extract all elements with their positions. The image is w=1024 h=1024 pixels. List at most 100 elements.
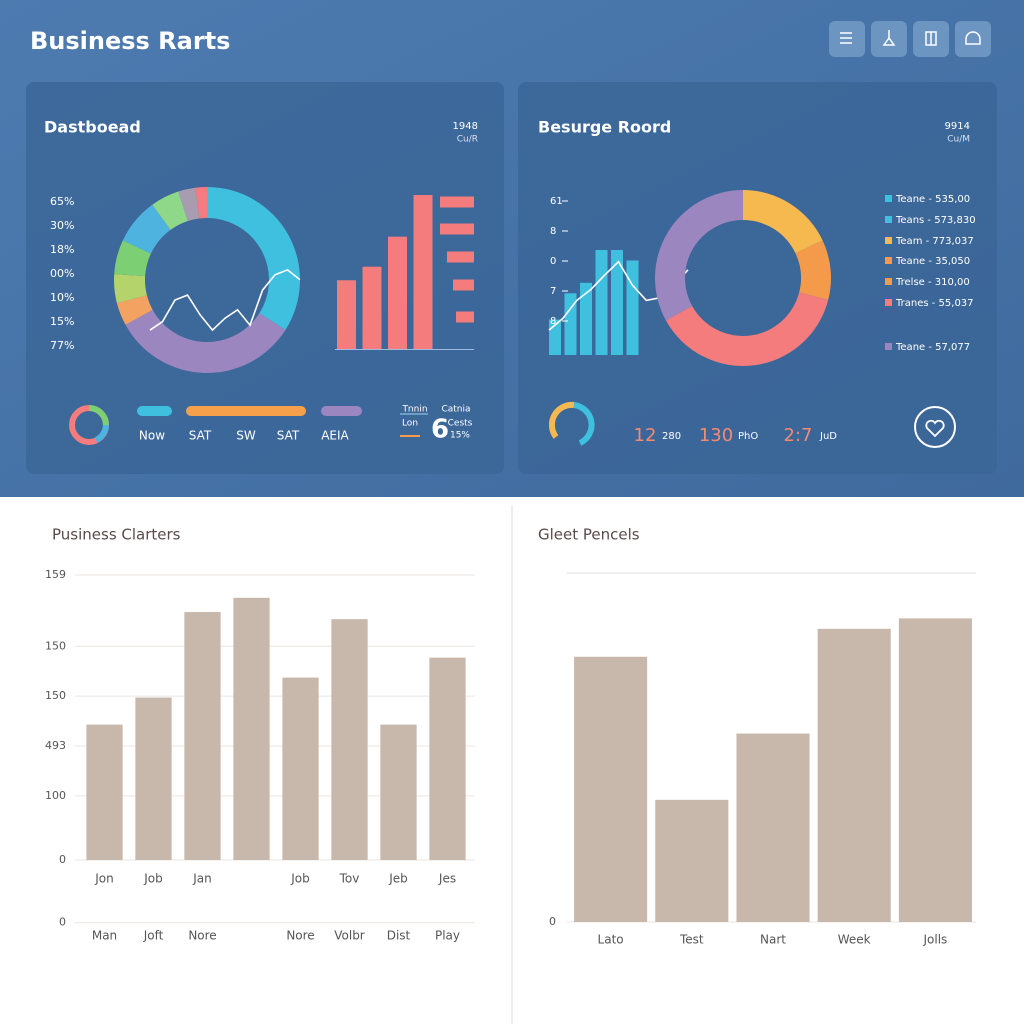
legend-label: Teane - 535,00: [895, 194, 970, 205]
stat-unit: JuD: [819, 431, 837, 442]
donut-segment: [125, 309, 286, 373]
donut-segment: [152, 191, 188, 230]
bar: [564, 293, 577, 355]
bar: [580, 282, 592, 355]
bar: [626, 260, 639, 355]
gauge: [573, 402, 595, 446]
y-tick-label: 159: [45, 568, 66, 581]
side-label: 30%: [50, 219, 74, 232]
heart-button[interactable]: [914, 406, 956, 448]
trend-line: [149, 268, 301, 332]
x-tick-label: Nore: [286, 929, 314, 943]
icon: [925, 31, 937, 46]
icon-button[interactable]: [955, 21, 991, 57]
gauge: [548, 401, 575, 439]
bar: [595, 250, 608, 355]
side-label: 00%: [50, 267, 74, 280]
donut-segment: [665, 292, 829, 366]
x-tick-label: Jon: [94, 872, 114, 886]
bar: [282, 677, 319, 860]
legend-label: AEIA: [321, 429, 349, 443]
bar: [611, 250, 623, 355]
bar: [655, 799, 729, 922]
legend-swatch: [885, 343, 892, 350]
legend-swatch: [885, 299, 892, 306]
panel-title: Besurge Roord: [538, 118, 671, 137]
bar: [440, 196, 474, 208]
bar: [456, 311, 474, 323]
legend-label: Now: [139, 429, 165, 443]
legend-swatch: [885, 216, 892, 223]
legend-label: Team - 773,037: [895, 236, 974, 247]
x-tick-label: Nore: [188, 929, 216, 943]
side-label: 0: [550, 256, 556, 267]
legend-label: Teane - 57,077: [895, 342, 970, 353]
side-label: 8: [550, 226, 556, 237]
donut-segment: [195, 187, 207, 219]
bar: [817, 628, 891, 922]
side-label: 61: [550, 196, 563, 207]
icon-button[interactable]: [829, 21, 865, 57]
bar: [233, 597, 270, 860]
y-tick-label: 0: [59, 853, 66, 866]
x-tick-label: Jolls: [922, 933, 947, 947]
x-tick-label: Play: [435, 929, 460, 943]
x-tick-label: Jan: [192, 872, 212, 886]
legend-pill: [186, 406, 306, 416]
donut-segment: [114, 240, 151, 277]
bar: [331, 619, 368, 860]
y-tick-label: 150: [45, 639, 66, 652]
bar: [440, 223, 474, 235]
y-tick-label: 0: [549, 915, 556, 928]
stat-unit: PhO: [738, 431, 758, 442]
y-tick-label: 150: [45, 689, 66, 702]
legend-label: SAT: [189, 429, 212, 443]
x-tick-label: Volbr: [334, 929, 365, 943]
mini-ring: [88, 405, 109, 426]
legend-swatch: [885, 257, 892, 264]
stat-label: Cu/M: [947, 135, 970, 145]
icon: [882, 30, 896, 46]
panel: [518, 82, 997, 474]
stat-label: Cu/R: [457, 135, 478, 145]
stat-unit: 280: [662, 431, 681, 442]
stat-value: 1948: [453, 121, 478, 132]
stat-pct: 15%: [450, 431, 470, 441]
side-label: 15%: [50, 315, 74, 328]
donut-segment: [207, 187, 300, 330]
bar: [574, 656, 648, 922]
legend-swatch: [885, 278, 892, 285]
legend-label: Trelse - 310,00: [895, 277, 970, 288]
side-label: 65%: [50, 195, 74, 208]
donut-segment: [795, 240, 832, 300]
bar: [388, 236, 407, 350]
stat-value: 2:7: [784, 425, 813, 446]
bar: [380, 724, 417, 860]
bar: [184, 612, 221, 860]
x-tick-label: Job: [143, 872, 163, 886]
x-tick-label: Jes: [438, 872, 456, 886]
heart-icon: [925, 419, 945, 438]
side-label: 77%: [50, 339, 74, 352]
y-tick-label: 493: [45, 739, 66, 752]
bar: [453, 279, 474, 291]
stat-label: Cests: [448, 419, 473, 429]
donut-segment: [122, 204, 171, 254]
stat-value: 130: [699, 425, 733, 446]
bar: [447, 251, 474, 263]
legend-swatch: [885, 237, 892, 244]
bar: [135, 697, 172, 860]
x-tick-label: Tov: [339, 872, 360, 886]
stat-label: Catnia: [441, 405, 470, 415]
legend-label: Teane - 35,050: [895, 256, 970, 267]
legend-pill: [137, 406, 172, 416]
legend-label: Tranes - 55,037: [895, 298, 974, 309]
stat-big: 6: [431, 415, 449, 445]
side-label: 10%: [50, 291, 74, 304]
panel: [26, 82, 504, 474]
legend-label: Teans - 573,830: [895, 215, 976, 226]
side-label: 7: [550, 286, 556, 297]
side-label: 8: [550, 316, 556, 327]
